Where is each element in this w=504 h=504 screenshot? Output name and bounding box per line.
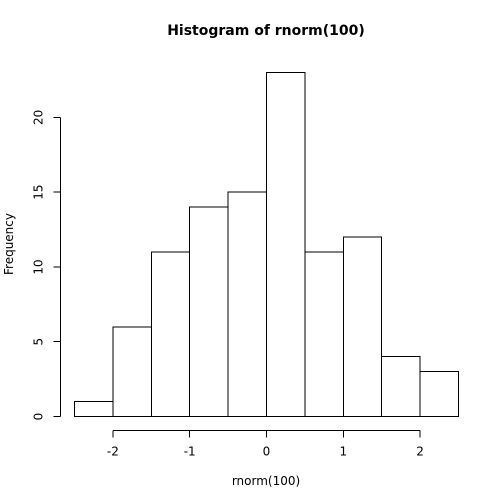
chart-title: Histogram of rnorm(100) [167, 23, 365, 39]
y-axis-label: Frequency [2, 213, 16, 275]
x-tick-label: -1 [184, 445, 196, 459]
bars-group [74, 72, 460, 418]
histogram-bar-9 [419, 371, 460, 417]
histogram-bar-3 [189, 206, 229, 417]
histogram-bar-1 [112, 326, 152, 417]
y-tick-label: 15 [32, 185, 46, 200]
histogram-bar-5 [266, 72, 306, 417]
y-tick-label: 0 [32, 413, 46, 421]
histogram-bar-7 [342, 236, 383, 417]
x-tick-label: 1 [339, 445, 347, 459]
x-tick-label: -2 [107, 445, 119, 459]
histogram-bar-6 [304, 251, 344, 417]
histogram-bar-0 [74, 401, 114, 418]
y-axis: 0 5 10 15 20 [32, 110, 61, 421]
histogram-bar-4 [227, 191, 268, 417]
y-tick-label: 20 [32, 110, 46, 125]
histogram-bar-8 [381, 356, 421, 418]
x-axis-label: rnorm(100) [232, 474, 300, 488]
x-tick-label: 2 [416, 445, 424, 459]
x-tick-label: 0 [263, 445, 271, 459]
histogram-bar-2 [150, 251, 191, 417]
y-tick-label: 5 [32, 338, 46, 346]
x-axis: -2 -1 0 1 2 [107, 430, 424, 459]
y-tick-label: 10 [32, 259, 46, 274]
